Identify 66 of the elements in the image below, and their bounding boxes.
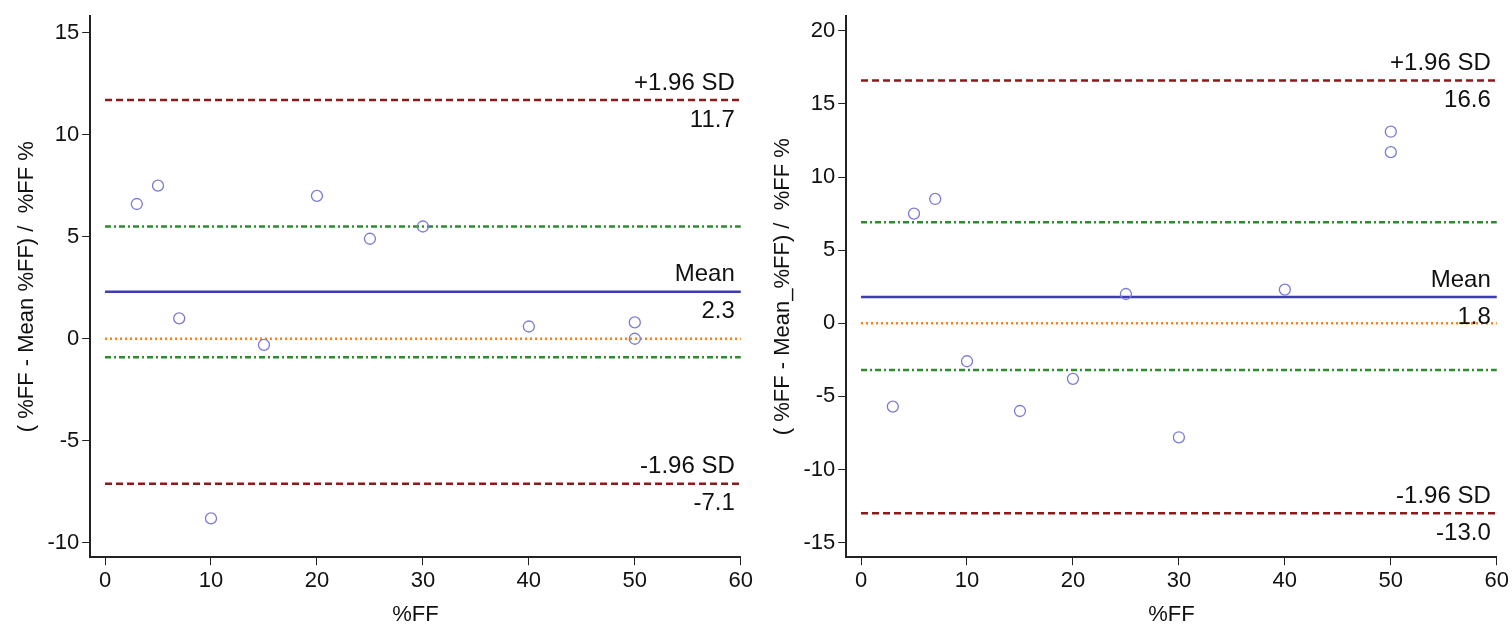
x-axis-title: %FF — [1148, 600, 1195, 626]
ref-line-label: Mean — [1430, 264, 1491, 292]
point — [416, 220, 430, 233]
point — [1384, 146, 1397, 159]
x-tick-label: 50 — [1378, 567, 1404, 593]
point — [628, 332, 641, 345]
point — [151, 179, 165, 192]
x-tick-label: 30 — [410, 567, 436, 593]
annotation: -7.1 — [693, 488, 735, 516]
annotation: 1.8 — [1457, 301, 1491, 329]
point — [1172, 431, 1186, 444]
x-tick-label: 0 — [98, 567, 112, 593]
y-tick-label: -5 — [815, 382, 836, 408]
point — [130, 197, 143, 211]
y-tick-label: 0 — [66, 324, 80, 350]
y-tick-label: 0 — [822, 309, 836, 335]
point — [363, 232, 377, 245]
x-tick-label: 60 — [728, 567, 754, 593]
point — [522, 320, 535, 333]
y-tick-label: 15 — [810, 89, 836, 115]
y-tick-label: 10 — [54, 120, 80, 146]
y-tick-label: 5 — [66, 222, 80, 248]
point — [1384, 125, 1397, 138]
point — [628, 316, 641, 329]
x-tick-label: 60 — [1484, 567, 1510, 593]
x-tick-label: 20 — [304, 567, 330, 593]
y-tick-label: 10 — [810, 163, 836, 189]
y-axis-title: ( %FF - Mean %FF) / %FF % — [13, 141, 39, 433]
annotation: -13.0 — [1436, 517, 1491, 545]
point — [929, 192, 942, 206]
x-tick-label: 20 — [1060, 567, 1086, 593]
y-tick-label: 5 — [822, 236, 836, 262]
point — [1013, 404, 1027, 418]
x-tick-label: 0 — [854, 567, 868, 593]
x-tick-label: 40 — [1272, 567, 1298, 593]
x-axis-title: %FF — [392, 600, 439, 626]
ref-line-label: Mean — [674, 259, 735, 287]
x-tick-label: 40 — [516, 567, 542, 593]
point — [907, 207, 921, 220]
x-tick-label: 50 — [622, 567, 648, 593]
point — [960, 355, 974, 368]
ref-line-label: -1.96 SD — [640, 451, 735, 479]
point — [1066, 372, 1080, 385]
point — [1278, 283, 1291, 296]
point — [886, 400, 899, 413]
annotation: 16.6 — [1444, 85, 1491, 113]
annotation: 2.3 — [701, 296, 735, 324]
ref-line-label: -1.96 SD — [1396, 480, 1491, 508]
x-tick-label: 10 — [198, 567, 224, 593]
point — [257, 338, 271, 352]
point — [204, 512, 218, 525]
y-tick-label: 15 — [54, 18, 80, 44]
point — [310, 189, 324, 202]
y-tick-label: -10 — [47, 528, 80, 554]
x-tick-label: 10 — [954, 567, 980, 593]
y-tick-label: -15 — [803, 528, 836, 554]
y-tick-label: -10 — [803, 455, 836, 481]
point — [173, 312, 186, 325]
y-axis-title: ( %FF - Mean_%FF) / %FF % — [769, 138, 795, 436]
point — [1119, 287, 1133, 301]
annotation: 11.7 — [689, 104, 735, 132]
y-tick-label: 20 — [810, 16, 836, 42]
x-tick-label: 30 — [1166, 567, 1192, 593]
ref-line-label: +1.96 SD — [634, 67, 735, 95]
ref-line-label: +1.96 SD — [1390, 48, 1491, 76]
y-tick-label: -5 — [59, 426, 80, 452]
